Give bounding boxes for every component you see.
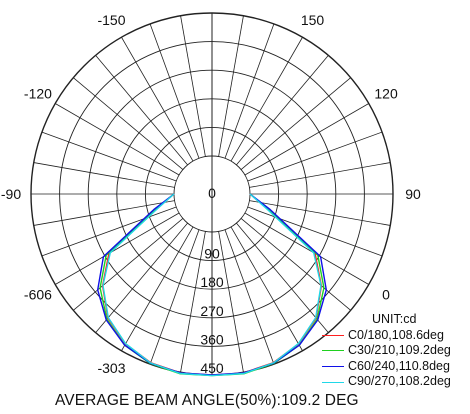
legend-rows: C0/180,108.6deg C30/210,109.2deg C60/240,1… <box>322 328 451 390</box>
legend-label: C0/180,108.6deg <box>348 327 444 342</box>
legend-item: C60/240,110.8deg <box>322 359 451 375</box>
grid-spoke <box>73 218 184 311</box>
series-line <box>102 193 322 377</box>
radial-tick-label: 180 <box>200 274 224 290</box>
grid-spoke <box>230 37 303 162</box>
radial-tick-label: 360 <box>200 331 224 347</box>
radial-tick-label: 450 <box>200 360 224 376</box>
grid-spoke <box>121 37 194 162</box>
angle-label: -303 <box>97 360 125 376</box>
angle-label: 90 <box>405 186 421 202</box>
grid-spoke <box>236 55 329 166</box>
grid-spoke <box>95 222 188 333</box>
radial-tick-label: 270 <box>200 303 224 319</box>
angle-label: -606 <box>24 287 52 303</box>
legend-item: C90/270,108.2deg <box>322 374 451 390</box>
grid-spoke <box>247 206 383 257</box>
grid-spoke <box>244 212 369 285</box>
polar-grid <box>30 12 394 376</box>
grid-spoke <box>218 231 244 373</box>
grid-spoke <box>41 206 177 257</box>
grid-spoke <box>55 212 180 285</box>
grid-spoke <box>121 226 194 351</box>
legend: UNIT:cd C0/180,108.6deg C30/210,109.2deg C… <box>322 312 451 390</box>
legend-label: C30/210,109.2deg <box>348 343 451 358</box>
unit-label: UNIT:cd <box>372 312 417 326</box>
legend-swatch <box>322 365 344 367</box>
grid-spoke <box>180 231 206 373</box>
grid-spoke <box>95 55 188 166</box>
grid-spoke <box>240 77 351 170</box>
radial-tick-label: 90 <box>204 246 220 262</box>
grid-spoke <box>240 218 351 311</box>
grid-spoke <box>236 222 329 333</box>
angle-label: 150 <box>301 12 325 28</box>
legend-label: C60/240,110.8deg <box>348 358 450 373</box>
grid-spoke <box>73 77 184 170</box>
grid-spoke <box>230 226 303 351</box>
angle-label: 0 <box>382 287 390 303</box>
grid-spoke <box>224 229 275 365</box>
legend-item: C0/180,108.6deg <box>322 328 451 344</box>
grid-spoke <box>249 162 391 188</box>
grid-spoke <box>55 103 180 176</box>
grid-spoke <box>149 23 200 159</box>
average-beam-angle: AVERAGE BEAM ANGLE(50%):109.2 DEG <box>55 392 359 409</box>
grid-spoke <box>244 103 369 176</box>
angle-label: -/+180 <box>192 0 232 1</box>
grid-spoke <box>41 131 177 182</box>
angle-label: -150 <box>97 12 125 28</box>
angle-label: -120 <box>24 86 52 102</box>
legend-swatch <box>322 334 344 336</box>
legend-label: C90/270,108.2deg <box>348 374 451 389</box>
radial-tick-label: 0 <box>208 185 216 201</box>
legend-swatch <box>322 381 344 383</box>
grid-spoke <box>33 162 175 188</box>
grid-spoke <box>180 15 206 157</box>
grid-spoke <box>149 229 200 365</box>
angle-label: 120 <box>374 86 398 102</box>
grid-spoke <box>247 131 383 182</box>
legend-swatch <box>322 350 344 352</box>
grid-spoke <box>224 23 275 159</box>
polar-labels: -/+180 150 -150 120 -120 90 -90 0 -606 -303 0 90 180… <box>1 0 421 376</box>
grid-spoke <box>33 200 175 226</box>
grid-spoke <box>218 15 244 157</box>
angle-label: -90 <box>1 186 21 202</box>
grid-spoke <box>249 200 391 226</box>
legend-item: C30/210,109.2deg <box>322 343 451 359</box>
polar-series <box>97 193 327 377</box>
